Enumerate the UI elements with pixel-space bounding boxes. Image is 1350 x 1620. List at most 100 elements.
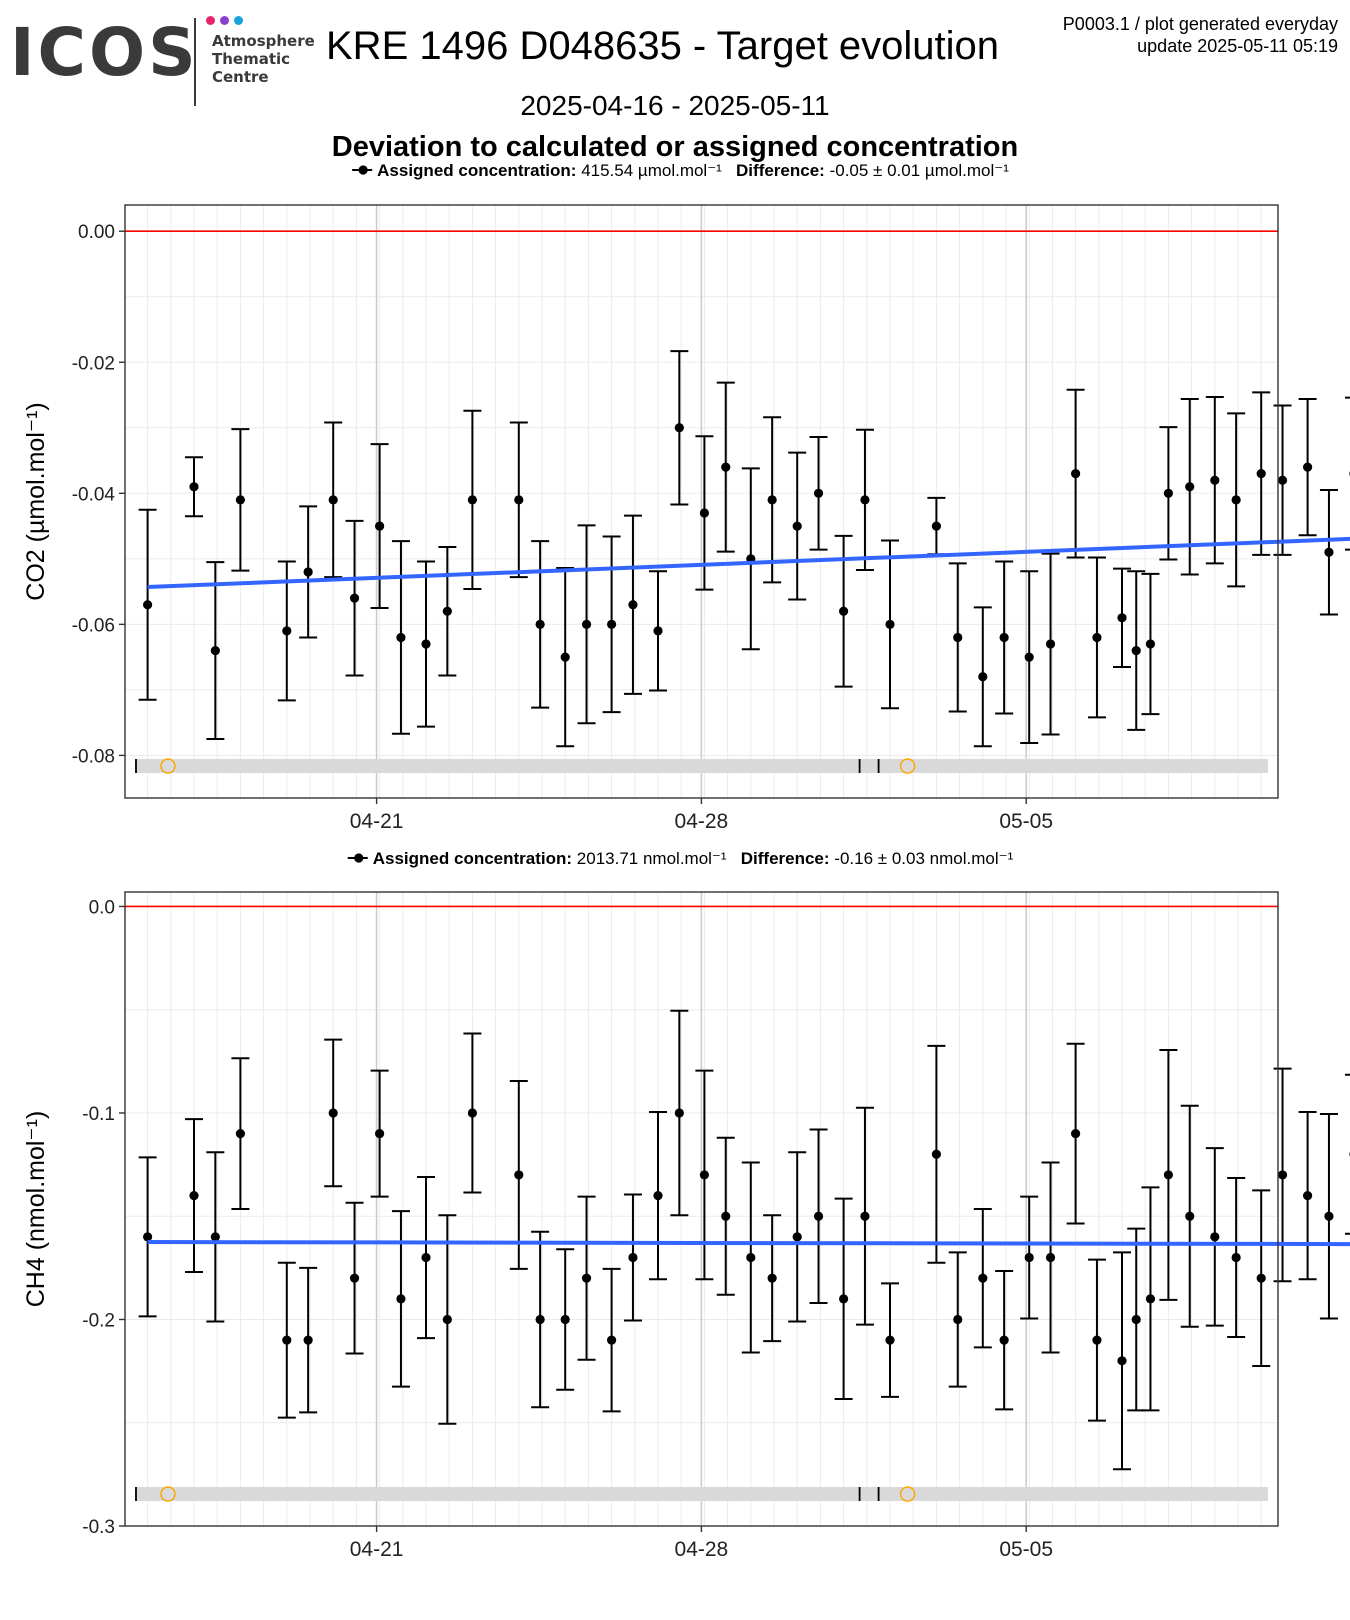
data-point	[349, 1273, 360, 1283]
logo-centre-line-3: Centre	[212, 68, 269, 86]
data-point	[560, 652, 570, 662]
flag-band	[135, 1487, 1268, 1501]
data-point	[1185, 1211, 1195, 1221]
plot-meta: P0003.1 / plot generated everyday update…	[1063, 13, 1338, 57]
data-point	[375, 521, 385, 531]
logo-dot-blue	[234, 16, 243, 25]
data-point	[1277, 475, 1288, 485]
data-point	[210, 645, 220, 656]
data-point	[421, 1252, 431, 1263]
data-point	[514, 1170, 524, 1180]
data-point	[746, 1252, 756, 1263]
data-point	[1303, 462, 1313, 472]
data-point	[931, 1149, 942, 1159]
data-point	[535, 1314, 545, 1325]
data-point	[442, 1314, 452, 1325]
data-point	[1231, 1252, 1241, 1263]
data-point	[303, 1335, 313, 1345]
y-axis-label: CH4 (nmol.mol⁻¹)	[22, 1111, 50, 1308]
data-point	[1324, 1211, 1334, 1221]
x-tick-label: 04-28	[675, 1538, 729, 1561]
trend-line	[147, 536, 1350, 590]
y-tick-label: 0.0	[89, 897, 115, 918]
data-point	[282, 1335, 292, 1345]
flag-circle	[899, 1486, 916, 1502]
update-timestamp: update 2025-05-11 05:19	[1137, 36, 1338, 56]
data-point	[1277, 1170, 1288, 1180]
y-tick-label: -0.04	[72, 484, 116, 505]
legend-assigned-label: Assigned concentration:	[377, 161, 576, 180]
data-point	[885, 1335, 895, 1345]
flag-circle	[160, 1486, 176, 1502]
data-point	[1185, 482, 1195, 492]
data-point	[210, 1232, 220, 1242]
data-point	[931, 521, 942, 531]
data-point	[143, 600, 153, 610]
y-tick-label: -0.1	[82, 1104, 115, 1125]
data-point	[978, 672, 988, 682]
date-range: 2025-04-16 - 2025-05-11	[520, 90, 830, 121]
y-tick-label: -0.08	[72, 746, 115, 767]
data-point	[607, 1335, 617, 1345]
data-point	[999, 1335, 1009, 1345]
data-point	[143, 1232, 153, 1242]
data-point	[1092, 1335, 1102, 1345]
data-point	[885, 619, 895, 629]
data-point	[1131, 645, 1141, 656]
data-point	[1145, 1294, 1156, 1304]
data-point	[1210, 475, 1220, 485]
data-point	[1024, 652, 1034, 662]
data-point	[1256, 1273, 1266, 1283]
data-point	[813, 1211, 824, 1221]
legend-assigned-value: 415.54 µmol.mol⁻¹	[581, 161, 722, 180]
logo-dot-pink	[206, 16, 215, 25]
co2-panel: 0.00 -0.02 -0.04 -0.06 -0.08 04-21 04-28 05-05 C…	[22, 161, 1350, 833]
legend-assigned-value: 2013.71 nmol.mol⁻¹	[577, 849, 727, 868]
data-point	[1256, 469, 1266, 479]
data-point	[839, 1294, 849, 1304]
data-point	[514, 495, 524, 505]
data-point	[467, 1108, 477, 1118]
flag-band	[135, 759, 1268, 773]
data-point	[767, 1273, 777, 1283]
data-point	[1303, 1190, 1313, 1201]
data-point	[581, 1273, 592, 1283]
legend-difference-label: Difference:	[736, 161, 825, 180]
data-point	[1024, 1252, 1034, 1263]
legend-assigned-label: Assigned concentration:	[373, 849, 572, 868]
x-tick-label: 04-21	[350, 1538, 404, 1561]
x-tick-label: 05-05	[999, 1538, 1053, 1561]
x-tick-label: 04-28	[675, 810, 729, 833]
data-point	[1163, 488, 1173, 498]
data-point	[1092, 632, 1102, 643]
data-point	[674, 1108, 684, 1118]
trend-line	[147, 1240, 1350, 1247]
data-point	[978, 1273, 988, 1283]
data-point	[396, 632, 406, 643]
data-point	[860, 495, 870, 505]
legend-difference-value: -0.05 ± 0.01 µmol.mol⁻¹	[830, 161, 1010, 180]
data-point	[1163, 1170, 1173, 1180]
data-point	[235, 1129, 245, 1139]
data-point	[1117, 1356, 1127, 1366]
data-point	[1131, 1314, 1141, 1325]
legend-difference-label: Difference:	[741, 849, 830, 868]
icos-wordmark: ICOS	[10, 14, 199, 91]
data-point	[375, 1129, 385, 1139]
data-points	[138, 1009, 1350, 1471]
data-point	[535, 619, 545, 629]
data-point	[1045, 1252, 1056, 1263]
data-point	[721, 462, 731, 472]
legend: Assigned concentration: 415.54 µmol.mol⁻…	[352, 161, 1009, 180]
data-point	[349, 593, 360, 603]
data-point	[328, 1108, 338, 1118]
data-point	[767, 495, 777, 505]
data-point	[653, 1190, 663, 1201]
data-point	[607, 619, 617, 629]
data-point	[953, 1314, 963, 1325]
data-point	[674, 423, 684, 433]
data-point	[560, 1314, 570, 1325]
y-tick-label: -0.2	[82, 1310, 115, 1331]
x-tick-label: 04-21	[350, 810, 404, 833]
